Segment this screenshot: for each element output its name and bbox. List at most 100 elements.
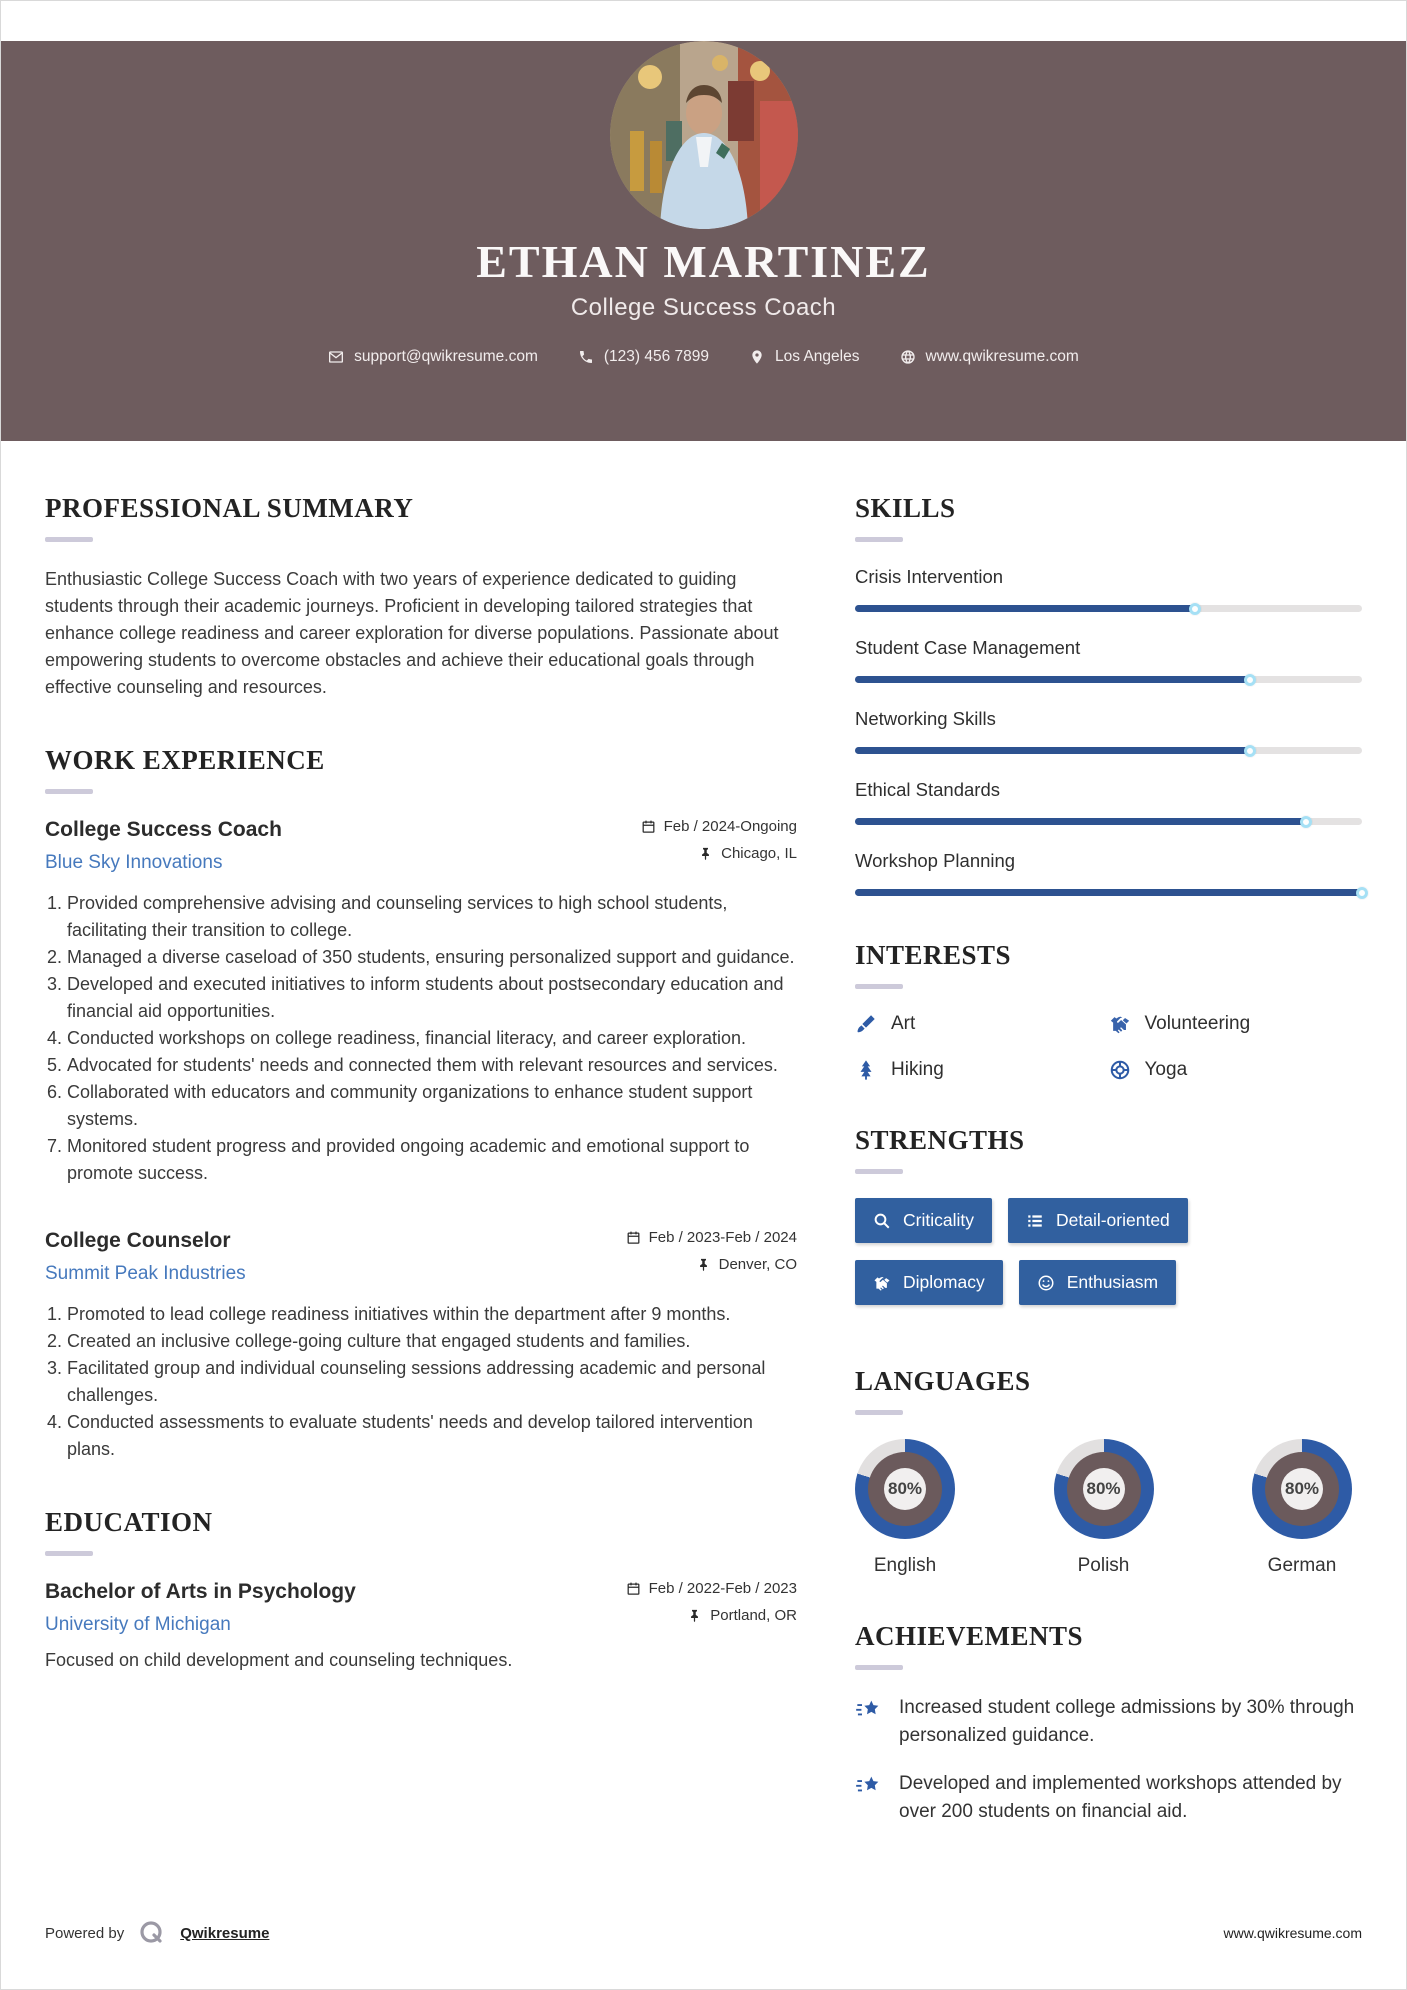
achievement-text: Increased student college admissions by … xyxy=(899,1697,1355,1746)
pushpin-icon xyxy=(699,1258,707,1272)
interest-label: Art xyxy=(891,1013,916,1034)
interest-label: Yoga xyxy=(1144,1059,1188,1080)
experience-entry: College Success Coach Blue Sky Innovatio… xyxy=(45,818,797,1187)
job-company-link[interactable]: Summit Peak Industries xyxy=(45,1263,246,1284)
education-entry: Bachelor of Arts in Psychology Universit… xyxy=(45,1580,797,1671)
skill-slider[interactable] xyxy=(855,815,1362,828)
skill-item: Student Case Management xyxy=(855,637,1362,686)
languages-section: LANGUAGES 80% English 80% xyxy=(855,1366,1362,1577)
paintbrush-icon xyxy=(857,1015,875,1033)
language-item: 80% Polish xyxy=(1053,1439,1154,1577)
job-bullet: Monitored student progress and provided … xyxy=(67,1133,797,1187)
tree-icon xyxy=(860,1060,872,1080)
footer: Powered by Qwikresume www.qwikresume.com xyxy=(45,1919,1362,1947)
achievement-text: Developed and implemented workshops atte… xyxy=(899,1773,1342,1822)
skill-slider[interactable] xyxy=(855,886,1368,899)
body-columns: PROFESSIONAL SUMMARY Enthusiastic Colleg… xyxy=(1,441,1406,1870)
language-percent: 80% xyxy=(1082,1468,1125,1510)
skill-item: Crisis Intervention xyxy=(855,566,1362,615)
heading-rule xyxy=(855,1410,903,1415)
strength-chip-detail-oriented[interactable]: Detail-oriented xyxy=(1007,1198,1188,1243)
search-icon xyxy=(874,1213,890,1228)
heading-rule xyxy=(45,537,93,542)
contact-location[interactable]: Los Angeles xyxy=(749,348,860,366)
slider-thumb[interactable] xyxy=(1188,602,1201,615)
interest-item: Volunteering xyxy=(1109,1013,1363,1035)
envelope-icon xyxy=(329,351,344,363)
language-donut: 80% xyxy=(1053,1439,1154,1539)
contact-phone-text: (123) 456 7899 xyxy=(603,348,710,365)
job-bullet-list: Provided comprehensive advising and coun… xyxy=(45,890,797,1187)
job-bullet: Advocated for students' needs and connec… xyxy=(67,1052,797,1079)
footer-website-link[interactable]: www.qwikresume.com xyxy=(1223,1925,1362,1941)
achievement-item: Developed and implemented workshops atte… xyxy=(855,1770,1362,1826)
smiley-icon xyxy=(1038,1275,1054,1290)
education-section: EDUCATION Bachelor of Arts in Psychology… xyxy=(45,1507,797,1671)
slider-thumb[interactable] xyxy=(1244,744,1257,757)
strengths-heading: STRENGTHS xyxy=(855,1125,1025,1155)
skill-label: Networking Skills xyxy=(855,708,996,729)
language-item: 80% English xyxy=(855,1439,955,1577)
left-column: PROFESSIONAL SUMMARY Enthusiastic Colleg… xyxy=(45,493,797,1870)
strength-chip-criticality[interactable]: Criticality xyxy=(855,1198,992,1243)
contact-website[interactable]: www.qwikresume.com xyxy=(900,348,1079,366)
contact-email[interactable]: support@qwikresume.com xyxy=(328,348,538,366)
shooting-star-icon xyxy=(856,1700,879,1716)
job-bullet-list: Promoted to lead college readiness initi… xyxy=(45,1301,797,1463)
language-donut: 80% xyxy=(1252,1439,1352,1539)
slider-thumb[interactable] xyxy=(1244,673,1257,686)
contact-row: support@qwikresume.com (123) 456 7899 Lo… xyxy=(1,348,1406,366)
pushpin-icon xyxy=(691,1609,699,1623)
skill-slider[interactable] xyxy=(855,744,1362,757)
job-bullet: Facilitated group and individual counsel… xyxy=(67,1355,797,1409)
summary-heading: PROFESSIONAL SUMMARY xyxy=(45,493,414,523)
job-title: College Counselor xyxy=(45,1229,231,1252)
language-percent: 80% xyxy=(884,1468,926,1510)
job-dates: Feb / 2023-Feb / 2024 xyxy=(626,1229,797,1246)
heading-rule xyxy=(855,1665,903,1670)
qwikresume-logo xyxy=(140,1921,162,1943)
experience-heading: WORK EXPERIENCE xyxy=(45,745,325,775)
qwikresume-link[interactable]: Qwikresume xyxy=(180,1924,270,1942)
job-bullet: Collaborated with educators and communit… xyxy=(67,1079,797,1133)
skill-label: Crisis Intervention xyxy=(855,566,1004,587)
interest-label: Hiking xyxy=(891,1059,944,1080)
slider-thumb[interactable] xyxy=(1300,815,1313,828)
interest-item: Art xyxy=(855,1013,1109,1035)
language-item: 80% German xyxy=(1252,1439,1352,1577)
experience-entry: College Counselor Summit Peak Industries… xyxy=(45,1229,797,1463)
calendar-icon xyxy=(627,1231,639,1244)
header: ETHAN MARTINEZ College Success Coach sup… xyxy=(1,41,1406,441)
strengths-section: STRENGTHS Criticality Detail-oriented Di… xyxy=(855,1125,1362,1322)
location-pin-icon xyxy=(752,350,762,364)
job-bullet: Conducted assessments to evaluate studen… xyxy=(67,1409,797,1463)
contact-phone[interactable]: (123) 456 7899 xyxy=(578,348,709,366)
person-title: College Success Coach xyxy=(570,294,837,321)
skill-label: Ethical Standards xyxy=(855,779,1001,800)
school-link[interactable]: University of Michigan xyxy=(45,1614,231,1635)
experience-section: WORK EXPERIENCE College Success Coach Bl… xyxy=(45,745,797,1463)
contact-location-text: Los Angeles xyxy=(775,348,860,365)
profile-photo xyxy=(609,41,798,229)
powered-by-label: Powered by xyxy=(45,1924,125,1942)
summary-section: PROFESSIONAL SUMMARY Enthusiastic Colleg… xyxy=(45,493,797,701)
job-company-link[interactable]: Blue Sky Innovations xyxy=(45,852,223,873)
strength-chip-diplomacy[interactable]: Diplomacy xyxy=(855,1260,1003,1305)
skill-slider[interactable] xyxy=(855,602,1362,615)
heading-rule xyxy=(45,1551,93,1556)
skill-item: Ethical Standards xyxy=(855,779,1362,828)
slider-thumb[interactable] xyxy=(1356,886,1368,899)
strength-chip-enthusiasm[interactable]: Enthusiasm xyxy=(1018,1260,1177,1305)
interest-item: Yoga xyxy=(1109,1059,1363,1081)
job-bullet: Provided comprehensive advising and coun… xyxy=(67,890,797,944)
language-name: Polish xyxy=(1077,1555,1130,1576)
shooting-star-icon xyxy=(856,1776,879,1792)
language-percent: 80% xyxy=(1281,1468,1323,1510)
skill-slider[interactable] xyxy=(855,673,1362,686)
contact-email-text: support@qwikresume.com xyxy=(354,348,538,365)
heading-rule xyxy=(855,537,903,542)
achievements-section: ACHIEVEMENTS Increased student college a… xyxy=(855,1621,1362,1826)
globe-icon xyxy=(900,350,915,364)
job-title: College Success Coach xyxy=(45,818,282,841)
